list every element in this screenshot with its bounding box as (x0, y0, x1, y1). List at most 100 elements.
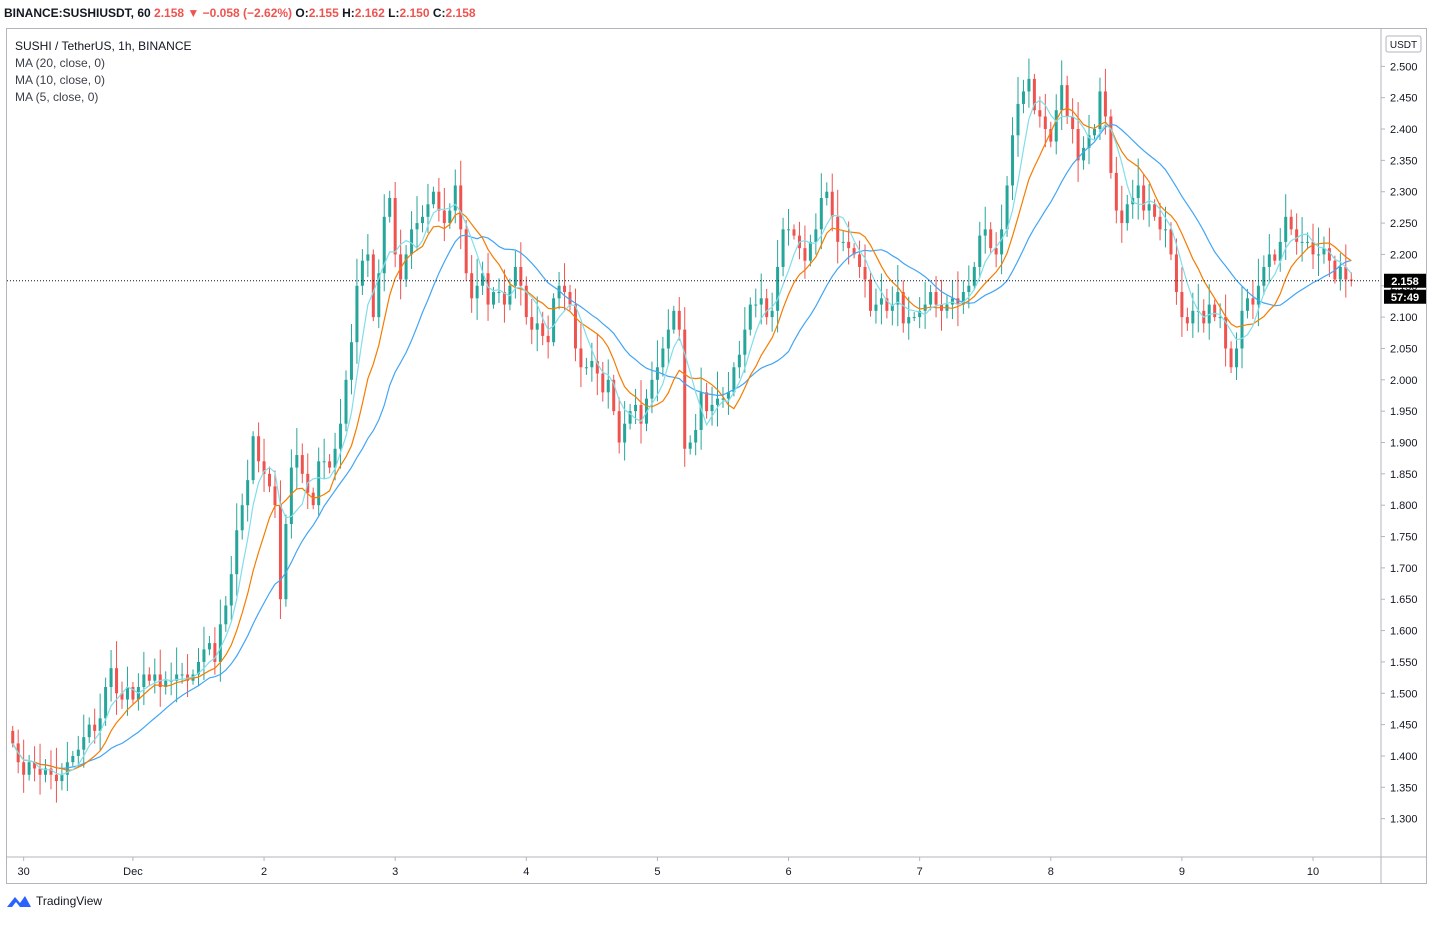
candle-body (502, 292, 506, 305)
y-tick-label: 1.600 (1390, 626, 1418, 638)
candle-body (863, 266, 867, 280)
candle-body (1185, 317, 1189, 324)
y-tick-label: 2.400 (1390, 124, 1418, 136)
candle-body (1174, 254, 1178, 293)
candle-body (1191, 310, 1195, 324)
candle-body (1240, 310, 1244, 349)
candle-body (1295, 229, 1299, 242)
candle-body (399, 254, 403, 280)
candle-body (1349, 279, 1353, 281)
candle-body (1082, 147, 1086, 161)
candle-body (1164, 229, 1168, 231)
candle-body (896, 292, 900, 305)
time-axis: 30 Dec 2 3 4 5 6 7 8 9 10 (18, 857, 1319, 878)
candle-body (770, 310, 774, 318)
candle-body (33, 762, 37, 769)
x-tick-label: 9 (1179, 866, 1185, 878)
candle-body (437, 191, 441, 211)
candle-body (552, 298, 556, 343)
candle-body (1038, 110, 1042, 117)
candle-body (470, 273, 474, 299)
candle-body (246, 480, 250, 506)
candle-body (492, 292, 496, 305)
countdown-label: 57:49 (1391, 292, 1419, 304)
x-tick-label: Dec (123, 866, 143, 878)
legend-title[interactable]: SUSHI / TetherUS, 1h, BINANCE (15, 39, 192, 53)
candle-body (557, 285, 561, 299)
candle-body (590, 361, 594, 368)
candle-body (257, 436, 261, 462)
candle-body (109, 668, 113, 687)
y-tick-label: 1.900 (1390, 438, 1418, 450)
candle-body (164, 680, 168, 687)
last-price: 2.158 (154, 6, 185, 20)
y-tick-label: 2.300 (1390, 187, 1418, 199)
legend-ma10[interactable]: MA (10, close, 0) (15, 73, 106, 87)
candle-body (218, 624, 222, 662)
y-tick-label: 1.350 (1390, 782, 1418, 794)
candle-body (765, 298, 769, 318)
candle-body (541, 323, 545, 336)
candle-body (54, 774, 58, 782)
candle-body (737, 354, 741, 368)
candle-body (93, 724, 97, 731)
candle-body (934, 292, 938, 305)
symbol-header: BINANCE:SUSHIUSDT, 60 2.158 ▼ −0.058 (−2… (4, 6, 476, 20)
candle-body (989, 229, 993, 249)
candle-body (1136, 185, 1140, 198)
candle-body (644, 398, 648, 424)
candle-body (311, 492, 315, 506)
x-tick-label: 7 (917, 866, 923, 878)
candle-body (153, 674, 157, 681)
candle-body (1021, 91, 1025, 104)
legend-ma5[interactable]: MA (5, close, 0) (15, 90, 99, 104)
y-tick-label: 2.350 (1390, 155, 1418, 167)
candle-body (1311, 241, 1315, 255)
candle-body (1278, 241, 1282, 261)
candle-body (1207, 304, 1211, 324)
candle-body (950, 298, 954, 305)
candle-body (49, 768, 53, 775)
y-tick-label: 1.850 (1390, 469, 1418, 481)
currency-badge[interactable]: USDT (1385, 35, 1422, 53)
legend-ma20[interactable]: MA (20, close, 0) (15, 56, 106, 70)
candle-body (1229, 348, 1233, 368)
candle-body (426, 204, 430, 217)
candle-body (683, 329, 687, 449)
candle-body (229, 574, 233, 606)
candle-body (196, 661, 200, 675)
candle-body (1169, 229, 1173, 255)
x-tick-label: 4 (523, 866, 529, 878)
candle-body (251, 436, 255, 481)
chart-frame (6, 28, 1427, 884)
candle-body (410, 229, 414, 255)
candle-body (639, 404, 643, 424)
y-tick-label: 2.250 (1390, 218, 1418, 230)
candle-body (814, 229, 818, 242)
chart-legend: SUSHI / TetherUS, 1h, BINANCE MA (20, cl… (15, 38, 192, 106)
x-tick-label: 3 (392, 866, 398, 878)
candle-body (1245, 298, 1249, 311)
candle-body (792, 229, 796, 236)
x-tick-label: 8 (1048, 866, 1054, 878)
tradingview-footer[interactable]: TradingView (6, 893, 102, 909)
y-tick-label: 1.800 (1390, 500, 1418, 512)
candle-body (1218, 317, 1222, 319)
candle-body (475, 285, 479, 299)
candle-body (672, 310, 676, 330)
candle-body (453, 185, 457, 211)
candle-body (595, 361, 599, 374)
candle-body (847, 241, 851, 249)
symbol-label[interactable]: BINANCE:SUSHIUSDT, 60 (4, 6, 151, 20)
candle-body (535, 323, 539, 330)
candle-body (486, 273, 490, 305)
candle-body (1142, 185, 1146, 211)
candle-body (1016, 103, 1020, 136)
candle-body (268, 473, 272, 487)
price-change: −0.058 (−2.62%) (202, 6, 293, 20)
candle-body (1284, 216, 1288, 242)
candle-body (1120, 210, 1124, 224)
ma20-line (12, 123, 1352, 770)
y-tick-label: 1.950 (1390, 406, 1418, 418)
